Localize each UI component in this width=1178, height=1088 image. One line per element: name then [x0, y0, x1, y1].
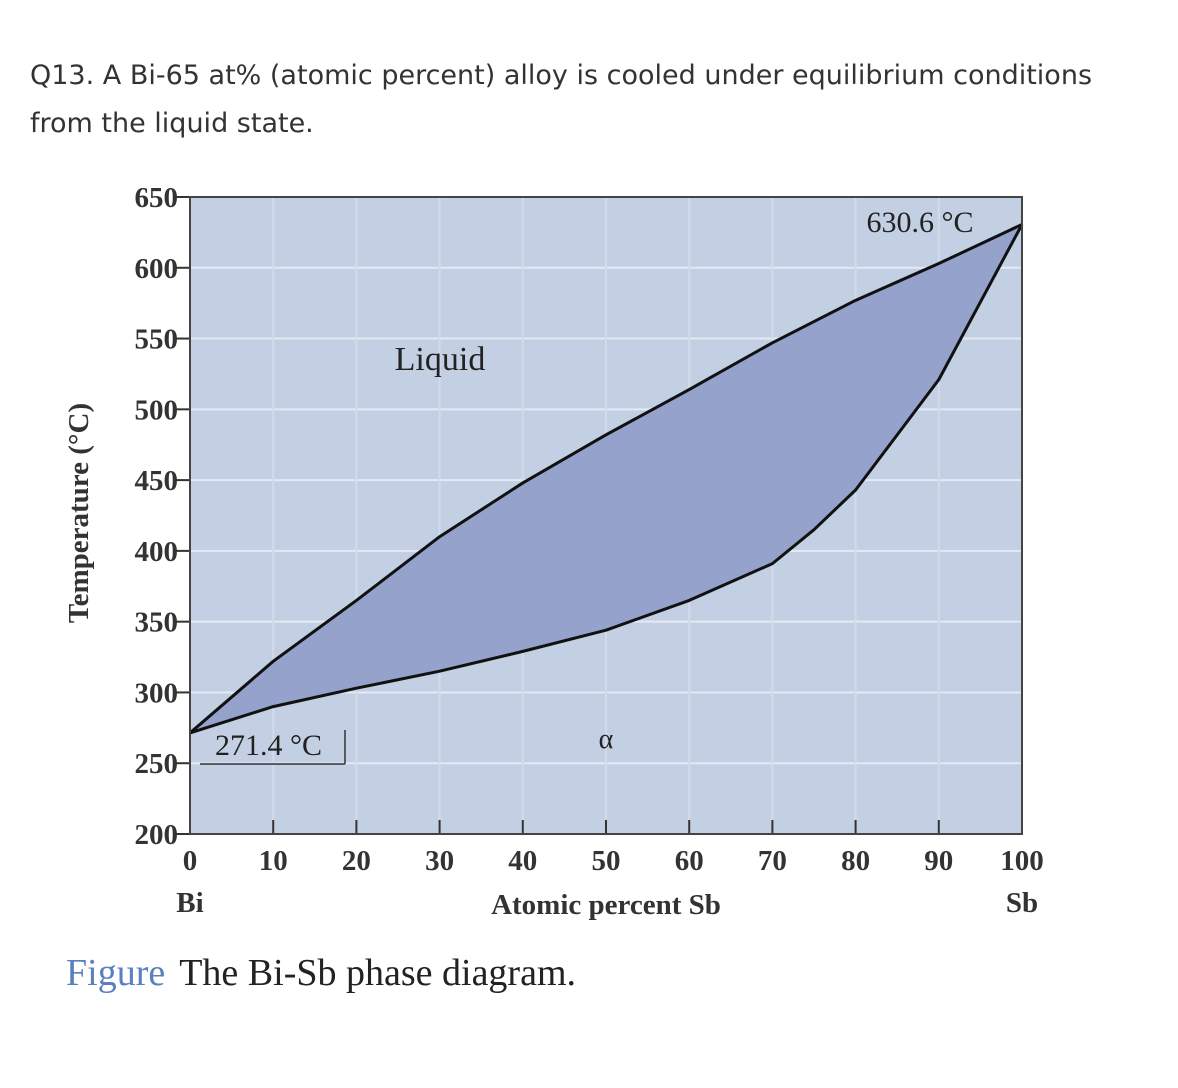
- x-tick-label: 10: [259, 845, 288, 877]
- annotation: 630.6 °C: [866, 206, 973, 239]
- y-axis-label: Temperature (°C): [63, 403, 95, 623]
- y-tick-label s tick: 550: [135, 324, 179, 356]
- y-tick-label s tick: 350: [135, 607, 179, 639]
- y-tick-label s tick: 250: [135, 748, 179, 780]
- x-tick-label: 100: [1000, 845, 1044, 877]
- x-tick-label: 30: [425, 845, 454, 877]
- annotation: 271.4 °C: [215, 729, 322, 762]
- y-tick-label s tick: 200: [135, 819, 179, 851]
- annotation: Liquid: [395, 341, 486, 378]
- plot-frame: [189, 196, 1023, 835]
- phase-boundary: [189, 223, 1023, 735]
- caption-text: The Bi-Sb phase diagram.: [179, 952, 576, 994]
- caption: Figure The Bi-Sb phase diagram.: [66, 952, 576, 994]
- caption-label: Figure: [66, 952, 165, 994]
- question-line: from the liquid state.: [30, 108, 314, 139]
- two-phase-region: [190, 224, 1022, 733]
- x-tick-label: 50: [592, 845, 621, 877]
- annotation: α: [599, 724, 614, 755]
- y-tick-label s tick: 600: [135, 253, 179, 285]
- axis-end-label: Bi: [176, 887, 203, 919]
- x-tick-label: 90: [924, 845, 953, 877]
- question-line: Q13. A Bi-65 at% (atomic percent) alloy …: [30, 60, 1092, 91]
- x-tick-label: 40: [508, 845, 537, 877]
- phase-boundary: [189, 223, 1024, 735]
- x-tick-label: 70: [758, 845, 787, 877]
- y-tick-label s tick: 500: [135, 394, 179, 426]
- x-tick-label: 0: [183, 845, 198, 877]
- y-tick-label s tick: 300: [135, 677, 179, 709]
- x-tick-label: 80: [841, 845, 870, 877]
- x-axis-label: Atomic percent Sb: [491, 889, 721, 921]
- x-tick-label: 20: [342, 845, 371, 877]
- x-tick-label: 60: [675, 845, 704, 877]
- y-tick-label s tick: 650: [135, 182, 179, 214]
- y-tick-label s tick: 400: [135, 536, 179, 568]
- y-tick-label s tick: 450: [135, 465, 179, 497]
- axis-end-label: Sb: [1006, 887, 1038, 919]
